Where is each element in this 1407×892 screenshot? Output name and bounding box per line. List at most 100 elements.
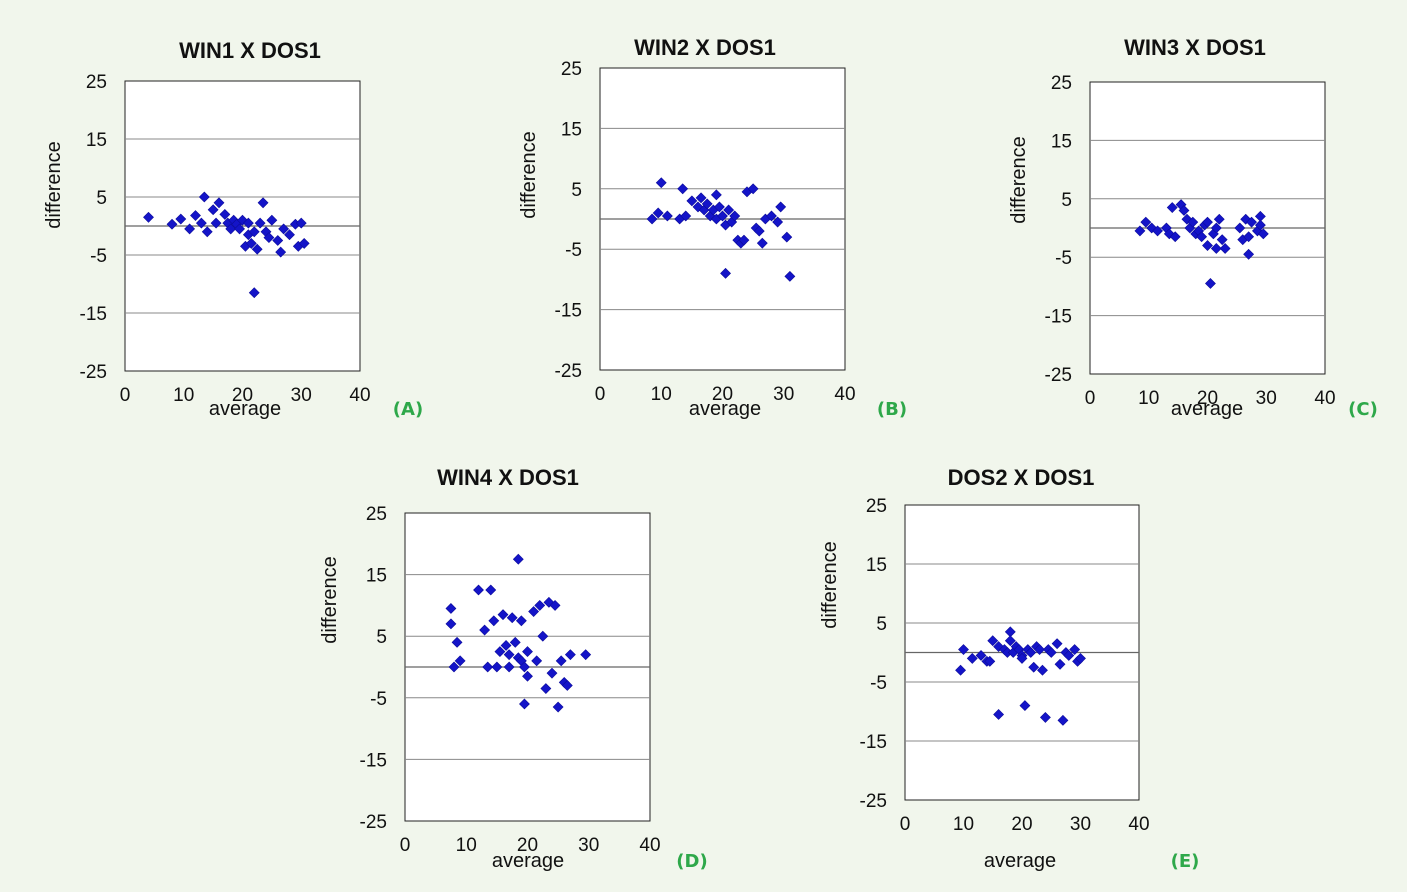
data-point [723, 204, 735, 216]
data-point [1019, 700, 1031, 712]
x-axis-label: average [209, 398, 281, 420]
panel-label: (B) [877, 399, 907, 420]
data-point [219, 208, 231, 220]
x-tick-label: 20 [232, 385, 253, 406]
data-points [445, 553, 592, 713]
data-point [448, 661, 460, 673]
x-tick-label: 30 [1070, 814, 1091, 835]
y-tick-label: 25 [561, 59, 582, 80]
data-point [1134, 225, 1146, 237]
chart-title: WIN2 X DOS1 [634, 35, 776, 60]
data-point [720, 267, 731, 279]
x-tick-label: 30 [1256, 388, 1277, 409]
scatter-panel-c: WIN3 X DOS1 25 15 5 -5 -15 -25 0 10 20 30 40 aver… [1008, 35, 1378, 420]
gridlines [1090, 139, 1325, 317]
data-point [491, 661, 503, 673]
scatter-panel-b: WIN2 X DOS1 25 15 5 -5 -15 -25 0 10 20 30 40 aver… [518, 35, 907, 420]
data-point [1213, 213, 1225, 225]
x-tick-label: 20 [1011, 814, 1032, 835]
data-point [564, 649, 576, 661]
panel-label: (A) [393, 399, 423, 420]
data-point [1243, 231, 1255, 243]
data-point [225, 223, 237, 235]
y-tick-label: -15 [860, 732, 887, 753]
x-tick-labels: 0 10 20 30 40 [900, 814, 1150, 835]
y-tick-label: 25 [86, 72, 107, 93]
data-point [695, 192, 707, 204]
y-tick-label: -5 [90, 246, 107, 267]
data-point [242, 217, 254, 229]
data-point [987, 635, 999, 647]
x-tick-label: 20 [517, 835, 538, 856]
data-point [686, 195, 698, 207]
data-point [975, 650, 987, 661]
y-tick-label: -15 [80, 304, 107, 325]
data-point [482, 661, 494, 673]
data-point [190, 210, 201, 221]
data-point [184, 223, 196, 235]
data-point [1152, 225, 1163, 237]
data-point [756, 237, 768, 249]
data-point [198, 191, 210, 203]
y-tick-label: 15 [866, 555, 887, 576]
data-point [1075, 652, 1086, 664]
gridlines [125, 138, 360, 314]
data-point [738, 234, 750, 246]
data-point [580, 649, 592, 661]
data-point [494, 646, 506, 658]
data-point [1202, 240, 1213, 251]
x-tick-label: 30 [773, 384, 794, 405]
data-point [1051, 638, 1063, 650]
data-point [1216, 234, 1228, 246]
y-tick-label: 15 [366, 566, 387, 587]
data-point [714, 201, 725, 213]
y-tick-label: 5 [876, 614, 887, 635]
data-point [984, 655, 996, 667]
data-point [710, 189, 722, 201]
data-points [1134, 199, 1269, 289]
x-tick-labels: 0 10 20 30 40 [1085, 388, 1336, 409]
y-tick-label: -15 [555, 301, 582, 322]
scatter-panel-a: WIN1 X DOS1 25 15 5 -5 -15 -25 0 10 20 30 40 aver… [43, 38, 423, 420]
data-point [1169, 231, 1181, 243]
y-tick-label: -5 [565, 240, 582, 261]
data-point [753, 225, 765, 237]
data-point [512, 553, 524, 565]
data-point [234, 223, 245, 235]
data-point [784, 270, 796, 282]
data-point [500, 640, 512, 651]
x-tick-labels: 0 10 20 30 40 [120, 385, 371, 406]
y-axis-label: difference [819, 541, 841, 628]
data-point [1196, 231, 1208, 243]
data-point [519, 661, 530, 673]
data-point [445, 603, 457, 614]
data-point [1219, 243, 1231, 254]
data-point [263, 232, 275, 244]
data-point [257, 197, 269, 209]
x-tick-label: 0 [120, 385, 131, 406]
data-point [1016, 652, 1028, 664]
x-axis-label: average [492, 850, 564, 872]
data-point [195, 217, 207, 229]
x-axis-label: average [689, 398, 761, 420]
y-tick-label: -5 [870, 673, 887, 694]
data-point [528, 606, 540, 617]
data-point [272, 235, 284, 246]
x-tick-label: 30 [291, 385, 312, 406]
data-point [248, 287, 260, 299]
y-tick-labels: 25 15 5 -5 -15 -25 [360, 504, 387, 833]
y-tick-label: 5 [96, 188, 107, 209]
data-point [717, 210, 728, 222]
chart-title: DOS2 X DOS1 [948, 465, 1095, 490]
data-point [1205, 278, 1216, 289]
x-tick-label: 40 [834, 384, 855, 405]
data-point [1243, 248, 1255, 260]
chart-title: WIN4 X DOS1 [437, 465, 579, 490]
x-axis-label: average [984, 850, 1056, 872]
x-tick-label: 0 [595, 384, 606, 405]
y-tick-labels: 25 15 5 -5 -15 -25 [1045, 73, 1072, 386]
y-tick-label: 25 [866, 496, 887, 517]
x-tick-label: 20 [1197, 388, 1218, 409]
data-point [503, 649, 515, 661]
y-tick-label: -25 [1045, 365, 1072, 386]
